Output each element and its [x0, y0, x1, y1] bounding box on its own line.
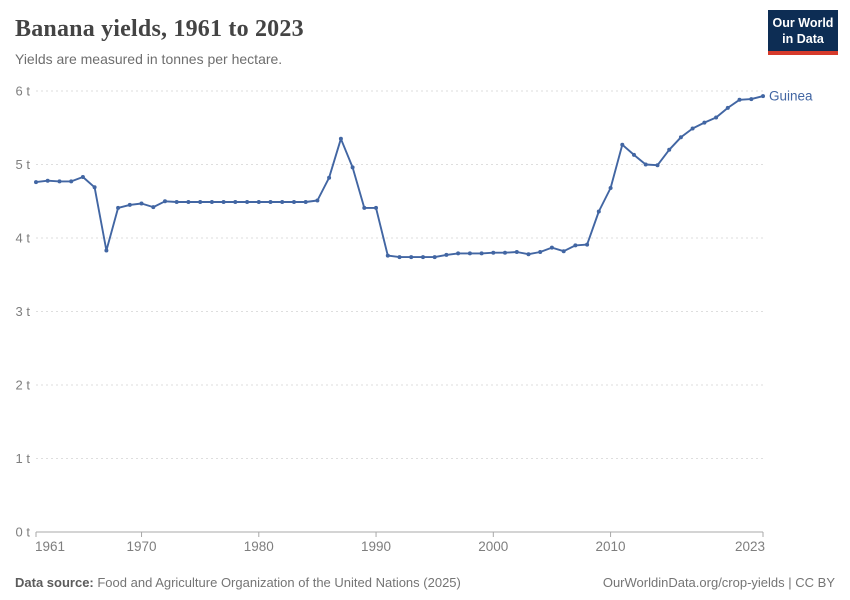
data-point: [303, 200, 308, 204]
data-point: [280, 200, 285, 204]
page-title: Banana yields, 1961 to 2023: [15, 16, 304, 42]
y-axis-labels: 0 t 1 t 2 t 3 t 4 t 5 t 6 t: [16, 85, 31, 540]
data-point: [292, 200, 296, 204]
data-point: [186, 200, 191, 204]
data-point: [268, 200, 273, 204]
y-tick-label: 4 t: [16, 231, 31, 246]
data-point: [737, 97, 742, 102]
data-point: [585, 242, 590, 247]
data-point: [479, 251, 484, 256]
chart-area: 0 t 1 t 2 t 3 t 4 t 5 t 6 t 1961 1970 1980 1990 20…: [0, 85, 850, 565]
data-point: [256, 200, 261, 204]
chart-footer: Data source: Food and Agriculture Organi…: [0, 575, 850, 590]
data-point: [198, 200, 203, 204]
owid-logo-line1: Our World: [772, 16, 834, 30]
y-tick-label: 1 t: [16, 451, 31, 466]
data-point: [139, 201, 144, 206]
data-point: [104, 248, 109, 253]
data-point: [526, 252, 531, 257]
x-tick-label: 1990: [361, 539, 391, 554]
data-point: [632, 152, 636, 157]
data-source-text: Food and Agriculture Organization of the…: [93, 575, 461, 590]
data-point: [456, 251, 461, 256]
data-point: [620, 142, 625, 147]
data-source-label: Data source:: [15, 575, 94, 590]
data-point: [233, 200, 238, 204]
data-point: [397, 255, 402, 260]
data-point: [667, 147, 672, 152]
data-point: [514, 250, 519, 254]
data-point: [92, 185, 97, 190]
data-point: [57, 179, 62, 184]
data-point: [34, 180, 38, 185]
y-tick-label: 0 t: [16, 525, 31, 540]
data-point: [432, 255, 437, 260]
line-chart: 0 t 1 t 2 t 3 t 4 t 5 t 6 t 1961 1970 1980 1990 20…: [16, 85, 813, 554]
owid-logo[interactable]: Our World in Data: [768, 10, 838, 56]
data-point: [374, 205, 378, 210]
data-point: [655, 163, 660, 168]
data-point: [503, 250, 507, 255]
data-point: [714, 115, 719, 120]
x-tick-label: 2023: [735, 539, 765, 554]
data-point: [209, 200, 214, 204]
series-end-label: Guinea: [769, 89, 813, 104]
data-point: [761, 94, 765, 99]
data-point: [350, 165, 355, 170]
data-point: [549, 245, 554, 250]
data-point: [690, 126, 695, 131]
data-point: [678, 135, 683, 140]
data-point: [385, 253, 390, 258]
data-point: [327, 175, 332, 180]
credit-line: OurWorldinData.org/crop-yields | CC BY: [602, 575, 835, 590]
data-point: [573, 243, 578, 248]
data-point: [409, 255, 414, 260]
gridlines: [36, 90, 763, 533]
data-point: [362, 205, 367, 210]
series-line: [35, 95, 764, 259]
data-point: [608, 186, 613, 190]
chart-subtitle: Yields are measured in tonnes per hectar…: [15, 51, 283, 67]
data-point: [315, 198, 320, 203]
x-axis: 1961 1970 1980 1990 2000 2010 2023: [35, 532, 765, 554]
data-point: [245, 200, 250, 204]
data-point: [80, 175, 85, 179]
data-source-note: Data source: Food and Agriculture Organi…: [15, 575, 461, 590]
data-point: [538, 250, 543, 254]
data-point: [45, 178, 50, 183]
x-tick-label: 1980: [244, 539, 274, 554]
y-tick-label: 5 t: [16, 157, 31, 172]
data-point: [151, 205, 156, 210]
y-tick-label: 6 t: [16, 85, 31, 99]
data-point: [749, 97, 754, 102]
data-point: [127, 202, 132, 207]
x-tick-label: 1961: [35, 539, 65, 554]
data-point: [116, 205, 121, 210]
data-point: [702, 120, 707, 125]
data-point: [421, 255, 425, 260]
x-tick-label: 2000: [478, 539, 508, 554]
data-point: [338, 136, 343, 141]
data-point: [69, 179, 74, 184]
x-tick-label: 2010: [596, 539, 626, 554]
data-point: [725, 105, 730, 110]
data-point: [174, 200, 179, 204]
y-tick-label: 2 t: [16, 378, 31, 393]
data-series-guinea: [34, 94, 765, 260]
data-point: [596, 209, 601, 214]
data-point: [221, 200, 226, 204]
owid-logo-line2: in Data: [782, 31, 824, 46]
entity-label-guinea: Guinea: [769, 89, 813, 104]
data-point: [491, 250, 496, 255]
y-tick-label: 3 t: [16, 304, 31, 319]
x-tick-label: 1970: [127, 539, 157, 554]
data-point: [643, 162, 648, 167]
data-point: [467, 251, 472, 256]
chart-header: Banana yields, 1961 to 2023 Yields are m…: [15, 16, 755, 67]
data-point: [163, 199, 167, 204]
data-point: [444, 252, 449, 257]
data-point: [561, 249, 566, 254]
